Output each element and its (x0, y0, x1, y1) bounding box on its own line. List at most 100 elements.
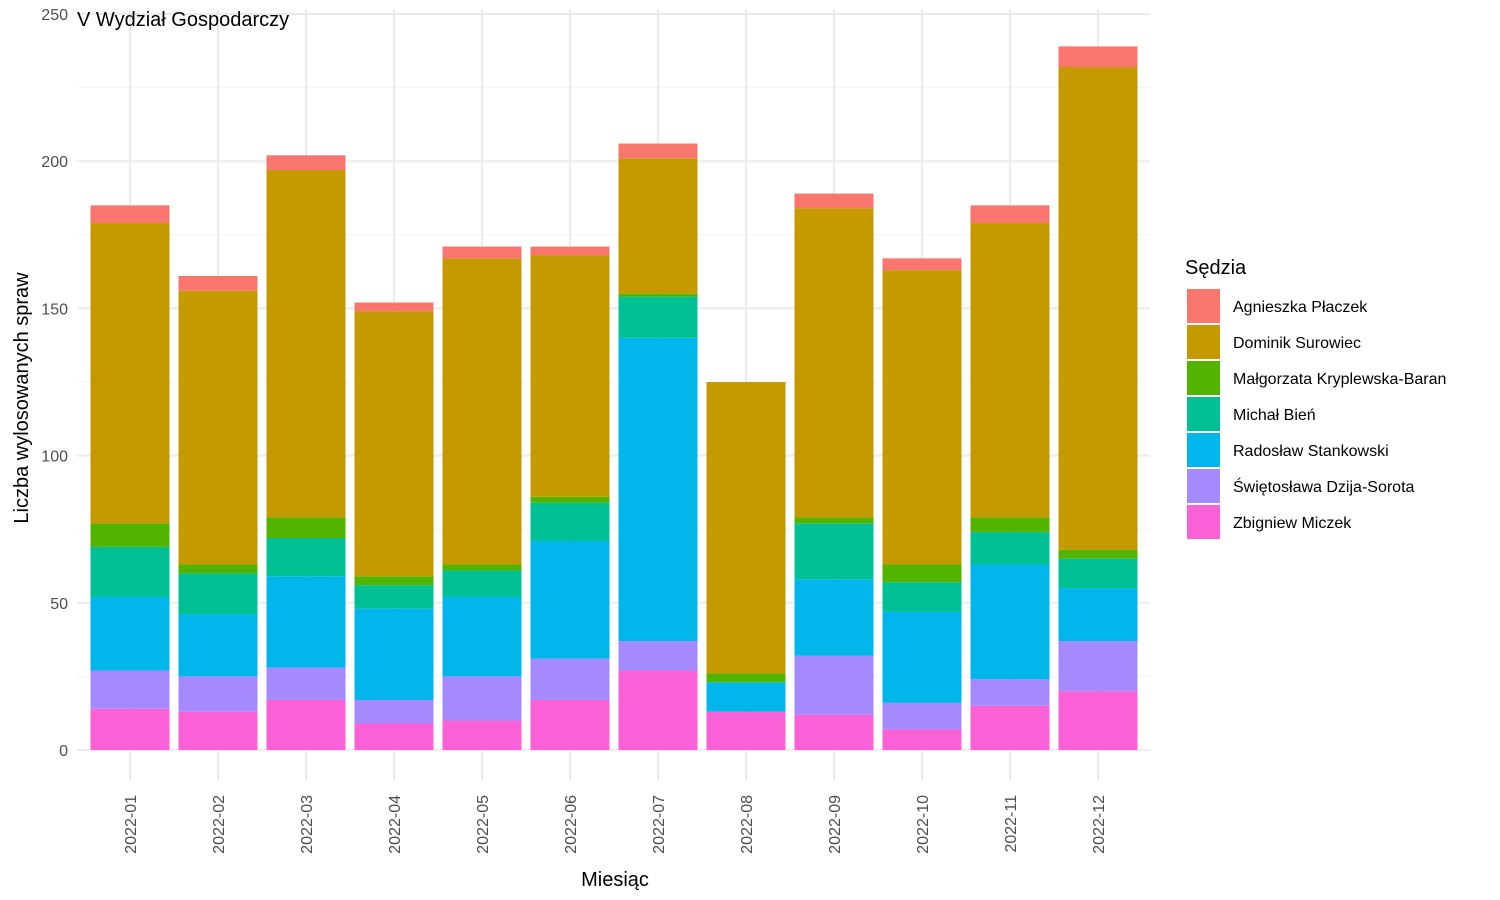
bar-segment (530, 496, 610, 503)
x-tick-label: 2022-08 (739, 795, 756, 854)
x-tick-label: 2022-04 (387, 795, 404, 854)
bar-segment (794, 193, 874, 209)
y-tick-label: 250 (41, 7, 68, 24)
bar-segment (178, 276, 258, 291)
bar-segment (794, 714, 874, 750)
legend-entry: Radosław Stankowski (1233, 443, 1389, 460)
bar-segment (882, 702, 962, 730)
bar-segment (882, 729, 962, 750)
bar-segment (970, 205, 1050, 224)
x-tick-label: 2022-12 (1091, 795, 1108, 854)
bar-segment (530, 246, 610, 256)
bar-segment (266, 517, 346, 539)
bar-segment (442, 676, 522, 721)
bar-segment (354, 723, 434, 750)
bar-segment (90, 223, 170, 524)
bar-segment (90, 546, 170, 597)
bar-segment (618, 670, 698, 750)
legend-entry: Agnieszka Płaczek (1233, 299, 1368, 316)
bar-segment (1058, 588, 1138, 642)
x-tick-label: 2022-11 (1003, 795, 1020, 853)
bar-segment (178, 676, 258, 712)
bar-segment (354, 608, 434, 700)
legend-entry: Dominik Surowiec (1233, 335, 1361, 352)
bar-segment (354, 699, 434, 724)
bar-segment (266, 538, 346, 577)
x-tick-label: 2022-09 (827, 795, 844, 854)
x-tick-label: 2022-02 (211, 795, 228, 854)
bar-segment (266, 170, 346, 518)
bar-segment (178, 711, 258, 750)
bar-segment (970, 679, 1050, 706)
bar-segment (442, 596, 522, 677)
legend-entry: Zbigniew Miczek (1233, 515, 1352, 532)
bar-segment (1058, 549, 1138, 559)
y-axis-ticks: 0 50 100 150 200 250 (41, 7, 68, 760)
bar-segment (706, 382, 786, 674)
legend-entry: Michał Bień (1233, 407, 1316, 424)
bar-segment (1058, 46, 1138, 67)
bar-segment (90, 205, 170, 224)
y-tick-label: 50 (50, 596, 68, 613)
bar-segment (442, 258, 522, 565)
bar-segment (90, 670, 170, 709)
bar-segment (882, 258, 962, 271)
x-tick-label: 2022-01 (123, 795, 140, 854)
bar-segment (794, 579, 874, 656)
y-tick-label: 200 (41, 154, 68, 171)
bar-segment (354, 311, 434, 577)
bar-segment (794, 517, 874, 524)
bar-segment (178, 290, 258, 565)
bar-segment (970, 564, 1050, 680)
legend-swatch (1187, 361, 1220, 395)
legend-entry: Świętosława Dzija-Sorota (1233, 477, 1415, 496)
bar-segment (530, 540, 610, 659)
bar-segment (618, 158, 698, 294)
legend-swatch (1187, 505, 1220, 539)
x-tick-label: 2022-03 (299, 795, 316, 854)
x-axis-ticks: 2022-01 2022-02 2022-03 2022-04 2022-05 2022-… (123, 795, 1108, 854)
bar-segment (618, 296, 698, 338)
bar-segment (178, 614, 258, 677)
bar-segment (618, 641, 698, 671)
bar-segment (794, 208, 874, 518)
bar-segment (266, 699, 346, 750)
bar-segment (794, 655, 874, 715)
bar-segment (90, 523, 170, 547)
legend-entry: Małgorzata Kryplewska-Baran (1233, 371, 1446, 388)
bar-segment (882, 564, 962, 583)
bar-segment (442, 246, 522, 259)
chart-title: V Wydział Gospodarczy (77, 9, 289, 31)
bar-segment (882, 582, 962, 612)
x-tick-label: 2022-10 (915, 795, 932, 854)
bar-segment (178, 573, 258, 615)
bar-segment (794, 523, 874, 580)
legend: Sędzia Agnieszka Płaczek Dominik Surowiec… (1185, 257, 1446, 539)
bar-segment (354, 585, 434, 609)
legend-swatch (1187, 289, 1220, 323)
bar-segment (970, 517, 1050, 533)
bar-segment (970, 532, 1050, 565)
bar-segment (530, 502, 610, 541)
legend-swatch (1187, 433, 1220, 467)
bar-segment (442, 570, 522, 597)
y-tick-label: 0 (59, 743, 68, 760)
bars (90, 46, 1138, 750)
x-tick-label: 2022-05 (475, 795, 492, 854)
legend-swatch (1187, 325, 1220, 359)
bar-segment (970, 705, 1050, 750)
x-tick-label: 2022-06 (563, 795, 580, 854)
bar-segment (442, 564, 522, 571)
bar-segment (90, 596, 170, 671)
legend-title: Sędzia (1185, 257, 1247, 279)
bar-segment (90, 708, 170, 750)
bar-segment (354, 302, 434, 312)
y-tick-label: 150 (41, 301, 68, 318)
y-axis-label: Liczba wylosowanych spraw (11, 272, 33, 524)
bar-segment (618, 293, 698, 297)
bar-segment (706, 682, 786, 712)
bar-segment (882, 270, 962, 565)
bar-segment (530, 699, 610, 750)
bar-segment (618, 143, 698, 159)
